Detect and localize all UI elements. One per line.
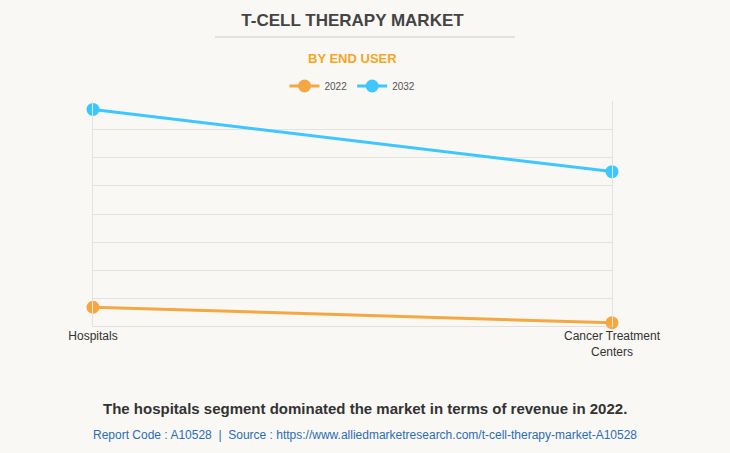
svg-text:Report Code : A10528 | Sourc: Report Code : A10528 | Source : https://… (93, 428, 637, 442)
svg-text:BY END USER: BY END USER (308, 51, 397, 66)
svg-text:T-CELL THERAPY MARKET: T-CELL THERAPY MARKET (241, 11, 464, 30)
svg-text:Hospitals: Hospitals (68, 329, 117, 343)
svg-text:Cancer TreatmentCenters: Cancer TreatmentCenters (564, 329, 661, 359)
svg-text:The hospitals segment dominate: The hospitals segment dominated the mark… (103, 400, 627, 417)
svg-text:2032: 2032 (392, 81, 415, 92)
svg-text:2022: 2022 (325, 81, 348, 92)
